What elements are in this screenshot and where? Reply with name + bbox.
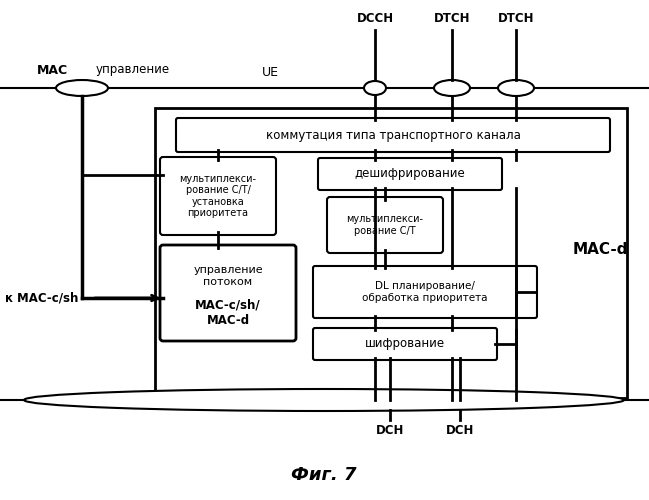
Text: DL планирование/
обработка приоритета: DL планирование/ обработка приоритета [362, 281, 488, 303]
Text: мультиплекси-
рование С/Т: мультиплекси- рование С/Т [347, 214, 424, 236]
FancyBboxPatch shape [313, 328, 497, 360]
Ellipse shape [434, 80, 470, 96]
Text: мультиплекси-
рование С/Т/
установка
приоритета: мультиплекси- рование С/Т/ установка при… [180, 174, 256, 218]
FancyBboxPatch shape [160, 157, 276, 235]
Text: MAC-c/sh/
MAC-d: MAC-c/sh/ MAC-d [195, 299, 261, 327]
Text: управление: управление [96, 64, 170, 76]
FancyBboxPatch shape [318, 158, 502, 190]
Ellipse shape [498, 80, 534, 96]
FancyBboxPatch shape [155, 108, 627, 398]
Ellipse shape [24, 389, 624, 411]
Text: шифрование: шифрование [365, 338, 445, 350]
FancyBboxPatch shape [160, 245, 296, 341]
Text: MAC-d: MAC-d [572, 242, 628, 258]
Text: DTCH: DTCH [434, 12, 471, 24]
FancyBboxPatch shape [313, 266, 537, 318]
FancyBboxPatch shape [176, 118, 610, 152]
FancyBboxPatch shape [327, 197, 443, 253]
Text: DCH: DCH [376, 424, 404, 436]
Text: управление
потоком: управление потоком [193, 265, 263, 287]
Text: коммутация типа транспортного канала: коммутация типа транспортного канала [265, 128, 520, 141]
Text: DTCH: DTCH [498, 12, 534, 24]
Text: дешифрирование: дешифрирование [354, 168, 465, 180]
Text: к MAC-c/sh: к MAC-c/sh [5, 292, 79, 304]
Text: MAC: MAC [37, 64, 68, 76]
Text: DCCH: DCCH [356, 12, 393, 24]
Text: Фиг. 7: Фиг. 7 [291, 466, 357, 484]
Text: DCH: DCH [446, 424, 474, 436]
Text: UE: UE [262, 66, 278, 78]
Ellipse shape [364, 81, 386, 95]
Ellipse shape [56, 80, 108, 96]
